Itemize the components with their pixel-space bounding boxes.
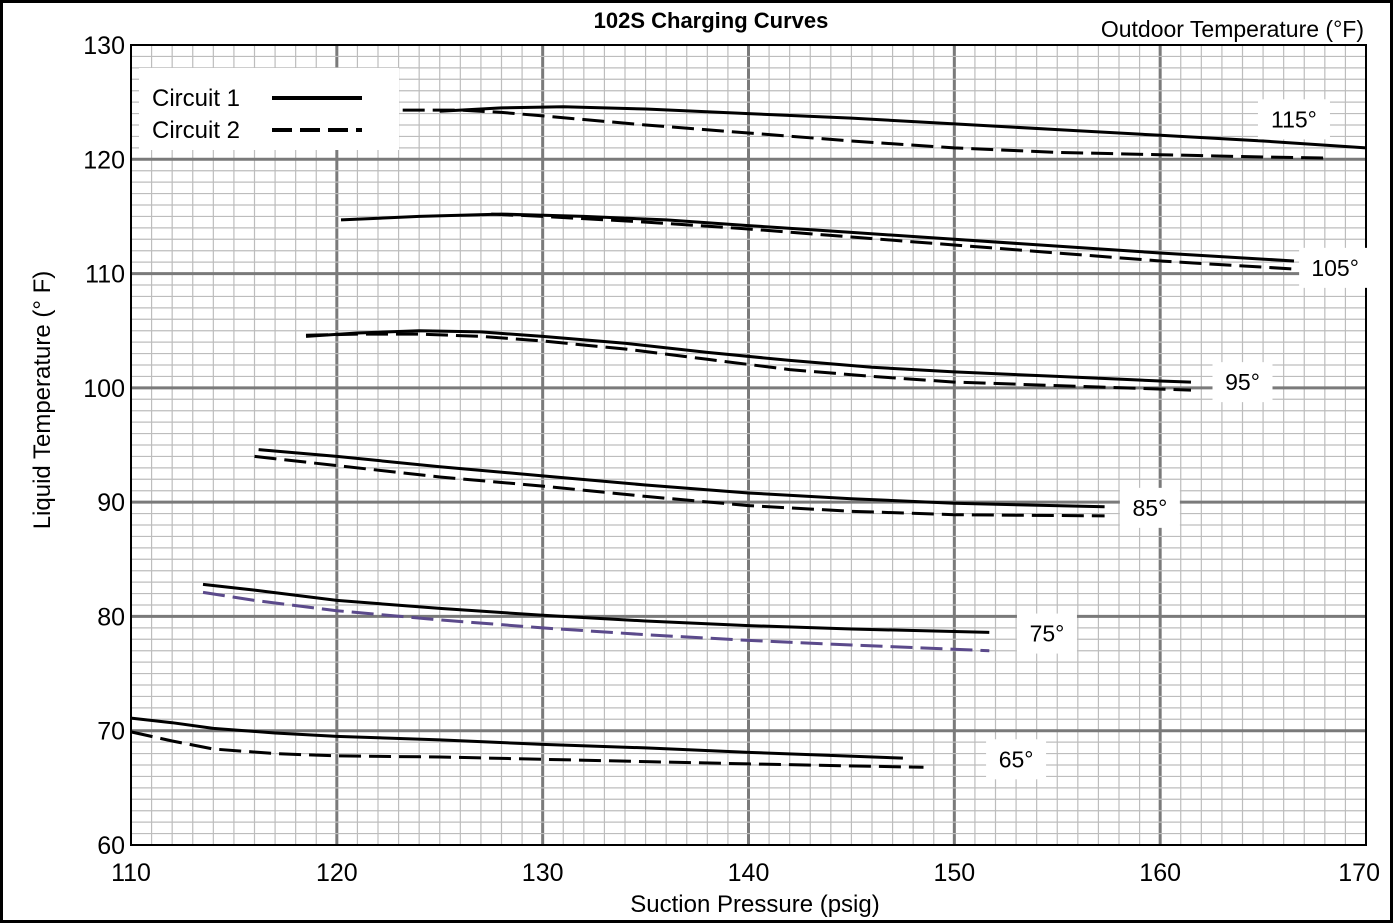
x-tick-label: 110 bbox=[111, 859, 151, 887]
series-line-75-circuit-2 bbox=[202, 590, 990, 653]
x-axis-label: Suction Pressure (psig) bbox=[630, 891, 879, 918]
y-tick-label: 130 bbox=[83, 32, 125, 60]
legend-label-circuit-2: Circuit 2 bbox=[152, 117, 240, 144]
x-tick-label: 150 bbox=[933, 859, 975, 887]
series-line-95-circuit-1 bbox=[305, 329, 1192, 384]
series-line-75-circuit-1 bbox=[202, 582, 990, 634]
curve-label-box bbox=[1299, 247, 1372, 288]
grid bbox=[131, 45, 1366, 845]
series-line-115-circuit-2 bbox=[402, 108, 1329, 160]
legend-label-circuit-1: Circuit 1 bbox=[152, 85, 240, 112]
series-layer bbox=[130, 105, 1367, 769]
y-axis-label: Liquid Temperature (° F) bbox=[29, 271, 56, 530]
x-tick-label: 130 bbox=[522, 859, 564, 887]
y-tick-label: 70 bbox=[97, 718, 125, 746]
plot-border bbox=[130, 44, 1367, 846]
curve-label-box bbox=[1016, 613, 1077, 654]
curve-label-box bbox=[986, 739, 1047, 780]
curve-label-85: 85° bbox=[1132, 495, 1167, 521]
series-line-105-circuit-2 bbox=[491, 212, 1295, 271]
x-tick-label: 170 bbox=[1338, 859, 1380, 887]
series-line-85-circuit-1 bbox=[258, 448, 1105, 509]
series-line-85-circuit-2 bbox=[254, 454, 1105, 518]
curve-label-105: 105° bbox=[1311, 255, 1359, 281]
curve-label-box bbox=[1257, 99, 1330, 140]
curve-label-box bbox=[1119, 487, 1180, 528]
y-tick-label: 120 bbox=[83, 146, 125, 174]
axis-ticks: 110 120 130 140 150 160 170 60 70 80 90 100 110 120 13… bbox=[83, 32, 1380, 887]
y-tick-label: 80 bbox=[97, 603, 125, 631]
curve-label-115: 115° bbox=[1271, 106, 1317, 132]
y-tick-label: 110 bbox=[85, 261, 125, 289]
series-line-65-circuit-2 bbox=[130, 730, 924, 769]
series-line-105-circuit-1 bbox=[340, 212, 1295, 263]
series-line-115-circuit-1 bbox=[439, 105, 1367, 150]
y-tick-label: 60 bbox=[97, 832, 125, 860]
curve-labels: 115° 105° 95° 85° 75° 65° bbox=[986, 99, 1372, 780]
legend: Circuit 1 Circuit 2 bbox=[139, 68, 399, 150]
x-tick-label: 140 bbox=[728, 859, 770, 887]
y-tick-label: 100 bbox=[83, 375, 125, 403]
y-tick-label: 90 bbox=[97, 489, 125, 517]
outdoor-temperature-label: Outdoor Temperature (°F) bbox=[1101, 16, 1364, 42]
curve-label-95: 95° bbox=[1225, 369, 1260, 395]
x-tick-label: 120 bbox=[316, 859, 358, 887]
curve-label-65: 65° bbox=[999, 746, 1034, 772]
x-tick-label: 160 bbox=[1139, 859, 1181, 887]
series-line-65-circuit-1 bbox=[130, 716, 903, 760]
curve-label-box bbox=[1212, 362, 1273, 403]
series-line-95-circuit-2 bbox=[305, 332, 1192, 392]
chart-title: 102S Charging Curves bbox=[594, 8, 829, 33]
legend-box bbox=[139, 68, 399, 150]
curve-label-75: 75° bbox=[1030, 621, 1065, 647]
